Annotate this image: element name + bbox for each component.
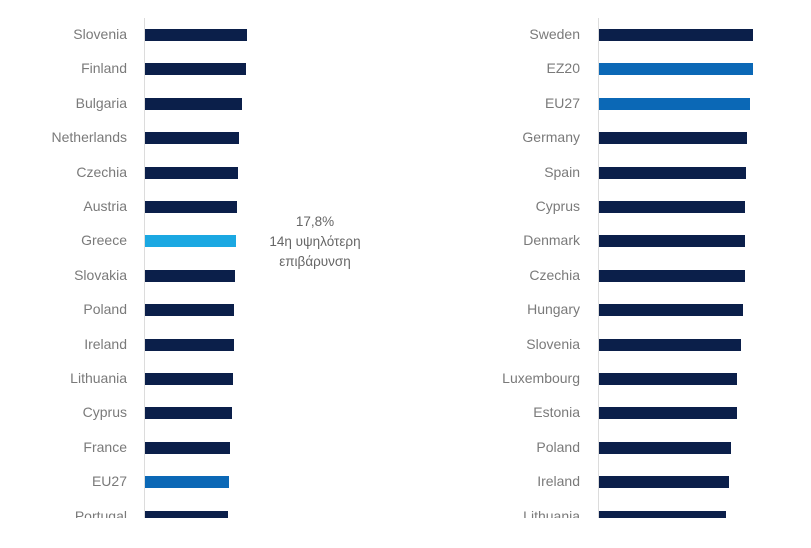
- bar-row: Germany: [420, 129, 811, 146]
- category-label: EU27: [544, 94, 580, 111]
- category-label: Greece: [81, 232, 127, 249]
- bar-row: Lithuania: [420, 507, 811, 518]
- category-label: Ireland: [537, 473, 580, 490]
- bar-row: Greece: [0, 232, 400, 249]
- category-label: Hungary: [527, 301, 580, 318]
- category-label: EU27: [91, 473, 127, 490]
- category-label: Czechia: [529, 266, 580, 283]
- bar-row: Denmark: [420, 232, 811, 249]
- bar-greece: [145, 235, 236, 248]
- category-label: Spain: [544, 163, 580, 180]
- category-label: Slovenia: [73, 26, 127, 42]
- bar-eu27: [599, 97, 750, 110]
- annotation-line1: 14η υψηλότερη: [269, 234, 361, 249]
- left-bar-chart: Slovenia Finland Bulgaria Netherlands Czechi…: [0, 18, 400, 518]
- bar-sweden: [599, 29, 753, 41]
- bar-lithuania: [145, 373, 233, 385]
- bar-germany: [599, 132, 747, 145]
- bar-row: Austria: [0, 198, 400, 214]
- category-label: EZ20: [546, 60, 580, 77]
- bar-poland: [145, 304, 234, 317]
- annotation-line2: επιβάρυνση: [279, 254, 351, 269]
- bar-row: Portugal: [0, 507, 400, 518]
- category-label: France: [83, 438, 127, 455]
- bar-row: Slovakia: [0, 266, 400, 283]
- right-bar-chart: Sweden EZ20 EU27 Germany Spain Cyprus Denmark C…: [420, 18, 811, 518]
- category-label: Ireland: [84, 335, 127, 352]
- bar-cyprus: [145, 407, 232, 420]
- category-label: Bulgaria: [75, 94, 127, 111]
- bar-finland: [145, 63, 246, 76]
- bar-ireland: [145, 338, 234, 351]
- greece-annotation: 17,8% 14η υψηλότερη επιβάρυνση: [255, 212, 375, 272]
- bar-ireland: [599, 476, 730, 489]
- category-label: Finland: [81, 60, 127, 77]
- bar-portugal: [145, 510, 228, 518]
- bar-slovenia: [599, 338, 741, 351]
- bar-row: EU27: [0, 473, 400, 490]
- bar-estonia: [599, 407, 737, 420]
- bar-austria: [145, 201, 237, 213]
- bar-row: France: [0, 438, 400, 455]
- bar-row: Bulgaria: [0, 94, 400, 111]
- bar-row: EZ20: [420, 60, 811, 77]
- bar-row: Ireland: [420, 473, 811, 490]
- bar-denmark: [599, 235, 746, 248]
- bar-slovenia: [145, 29, 247, 41]
- category-label: Poland: [83, 301, 127, 318]
- bar-bulgaria: [145, 97, 242, 110]
- category-label: Luxembourg: [502, 370, 580, 386]
- category-label: Sweden: [529, 26, 580, 42]
- category-label: Estonia: [533, 404, 580, 421]
- bar-netherlands: [145, 132, 239, 145]
- bar-france: [145, 441, 230, 454]
- bar-czechia: [599, 269, 746, 282]
- bar-poland: [599, 441, 732, 454]
- bar-row: Poland: [0, 301, 400, 318]
- bar-row: EU27: [420, 94, 811, 111]
- category-label: Cyprus: [535, 198, 580, 214]
- bar-row: Slovenia: [420, 335, 811, 352]
- category-label: Cyprus: [82, 404, 127, 421]
- bar-row: Cyprus: [420, 198, 811, 214]
- right-axis-line: [598, 18, 599, 518]
- category-label: Poland: [536, 438, 580, 455]
- category-label: Austria: [83, 198, 127, 214]
- bar-row: Netherlands: [0, 129, 400, 146]
- category-label: Lithuania: [523, 507, 580, 518]
- bar-row: Finland: [0, 60, 400, 77]
- category-label: Slovenia: [526, 335, 580, 352]
- bar-ez20: [599, 63, 753, 76]
- bar-lithuania: [599, 510, 727, 518]
- bar-row: Lithuania: [0, 370, 400, 386]
- bar-row: Spain: [420, 163, 811, 180]
- bar-luxembourg: [599, 373, 737, 385]
- bar-cyprus: [599, 201, 746, 213]
- bar-row: Luxembourg: [420, 370, 811, 386]
- bar-eu27: [145, 476, 229, 489]
- bar-row: Czechia: [420, 266, 811, 283]
- category-label: Lithuania: [70, 370, 127, 386]
- bar-row: Poland: [420, 438, 811, 455]
- annotation-value: 17,8%: [295, 214, 335, 229]
- category-label: Slovakia: [74, 266, 127, 283]
- bar-row: Estonia: [420, 404, 811, 421]
- category-label: Netherlands: [51, 129, 128, 146]
- bar-row: Sweden: [420, 26, 811, 42]
- category-label: Germany: [522, 129, 580, 146]
- bar-row: Slovenia: [0, 26, 400, 42]
- category-label: Portugal: [74, 507, 127, 518]
- category-label: Denmark: [523, 232, 580, 249]
- bar-row: Hungary: [420, 301, 811, 318]
- bar-czechia: [145, 166, 238, 179]
- bar-row: Cyprus: [0, 404, 400, 421]
- bar-row: Czechia: [0, 163, 400, 180]
- category-label: Czechia: [76, 163, 127, 180]
- bar-row: Ireland: [0, 335, 400, 352]
- bar-spain: [599, 166, 747, 179]
- left-axis-line: [144, 18, 145, 518]
- bar-slovakia: [145, 269, 236, 282]
- bar-hungary: [599, 304, 743, 317]
